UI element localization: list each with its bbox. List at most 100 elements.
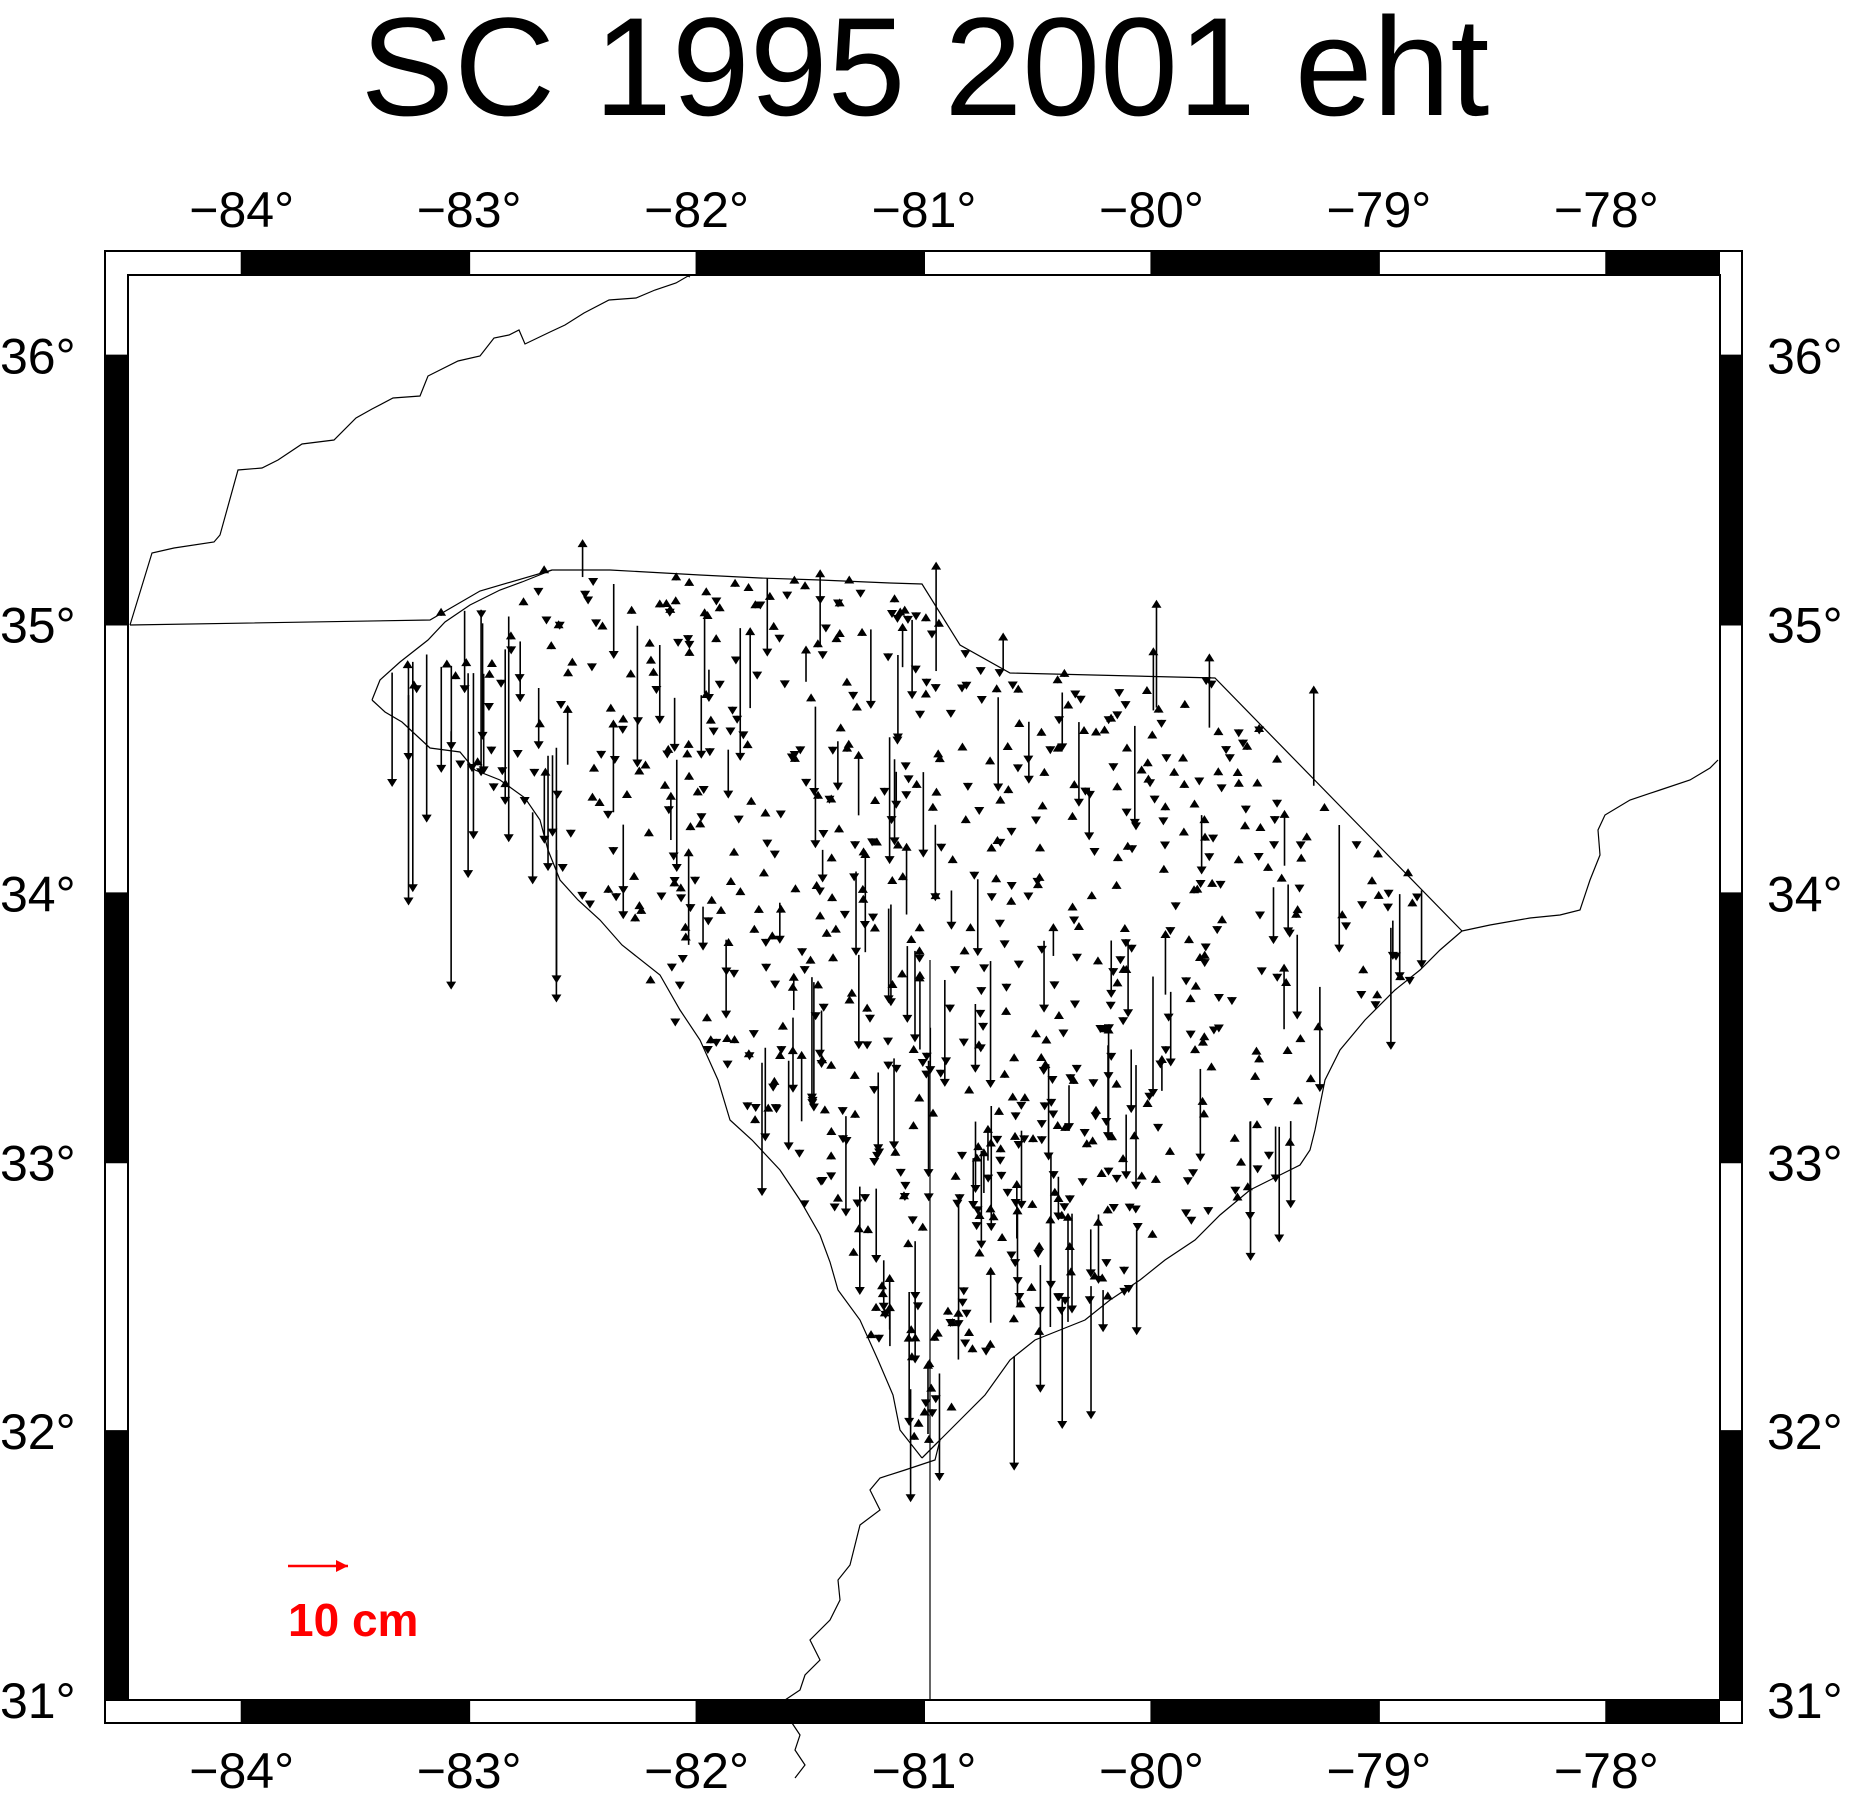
vector-head [1006,882,1017,891]
vector-head [1186,1216,1197,1225]
vector-head [665,604,676,613]
lat-tick-label-right: 31° [1767,1673,1843,1729]
vector-head [775,810,786,819]
vector-head [1136,1171,1147,1180]
vector-head [787,1084,798,1093]
vector-head [985,1266,996,1275]
vector-head [1232,767,1243,776]
vector-head [1131,1327,1142,1336]
vector-head [920,1399,931,1408]
vector-head [1119,1287,1130,1296]
vector-head [1262,1097,1273,1106]
vector-head [974,1211,985,1220]
vector-head [1197,1037,1208,1046]
map-frame [104,250,1743,1724]
vector-head [1111,1079,1122,1088]
vector-head [1112,853,1123,862]
vector-head [853,750,864,759]
vector-head [1001,983,1012,992]
vector-head [1106,1052,1117,1061]
vector-head [1253,852,1264,861]
vector-head [729,847,740,856]
frame-segment-top [1151,251,1379,275]
vector-head [1034,1326,1045,1335]
vector-head [1213,767,1224,776]
vector-head [1270,1174,1281,1183]
vector-head [1033,1249,1044,1258]
vector-head [903,775,914,784]
vector-head [901,791,912,800]
vector-head [665,791,676,800]
vector-head [1160,929,1171,938]
vector-head [974,806,985,815]
vector-head [962,782,973,791]
vector-head [945,709,956,718]
vector-head [1279,963,1290,972]
vector-head [964,1085,975,1094]
vector-head [1014,719,1025,728]
vector-head [1069,1000,1080,1009]
vector-head [1195,1153,1206,1162]
vector-head [920,689,931,698]
vector-head [1102,1132,1113,1141]
vector-head [1118,1154,1129,1163]
vector-head [834,824,845,833]
vector-head [1071,953,1082,962]
vector-head [775,1051,786,1060]
vector-head [826,1127,837,1136]
vector-head [1156,719,1167,728]
vector-head [862,1225,873,1234]
vector-head [583,596,594,605]
vector-head [685,904,696,913]
vector-head [957,1151,968,1160]
vector-head [1035,1384,1046,1393]
vector-head [972,948,983,957]
vector-head [527,876,538,885]
vector-head [500,796,511,805]
vector-head [618,886,629,895]
vector-head [1057,1421,1068,1430]
vector-head [596,750,607,759]
vector-head [541,616,552,625]
vector-head [1120,701,1131,710]
vector-head [887,979,898,988]
vector-head [1165,1058,1176,1067]
vector-head [890,1147,901,1156]
vector-head [1108,968,1119,977]
vector-head [1112,978,1123,987]
vector-head [960,815,971,824]
vector-head [841,677,852,686]
vector-head [488,783,499,792]
vector-head [1216,784,1227,793]
vector-head [461,658,472,667]
vector-head [1006,827,1017,836]
vector-head [892,840,903,849]
vector-head [921,1070,932,1079]
vector-head [1164,1146,1175,1155]
lon-tick-label-bottom: −79° [1326,1743,1431,1793]
vector-head [1096,1169,1107,1178]
vector-head [515,694,526,703]
vector-head [594,797,605,806]
vector-head [834,598,845,607]
vector-head [779,680,790,689]
vector-head [911,779,922,788]
vector-head [1048,923,1059,932]
vector-head [625,669,636,678]
vector-head [1010,1199,1021,1208]
vector-head [1254,726,1265,735]
vector-head [1145,779,1156,788]
vector-head [1091,727,1102,736]
vector-head [472,757,483,766]
vector-head [1372,990,1383,999]
vector-head [669,743,680,752]
vector-head [725,876,736,885]
vector-head [591,619,602,628]
vector-head [1296,853,1307,862]
vector-head [1395,972,1406,981]
vector-head [832,782,843,791]
frame-segment-left [105,1431,128,1700]
vector-head [1023,755,1034,764]
vector-head [917,1222,928,1231]
vector-head [1229,1133,1240,1142]
